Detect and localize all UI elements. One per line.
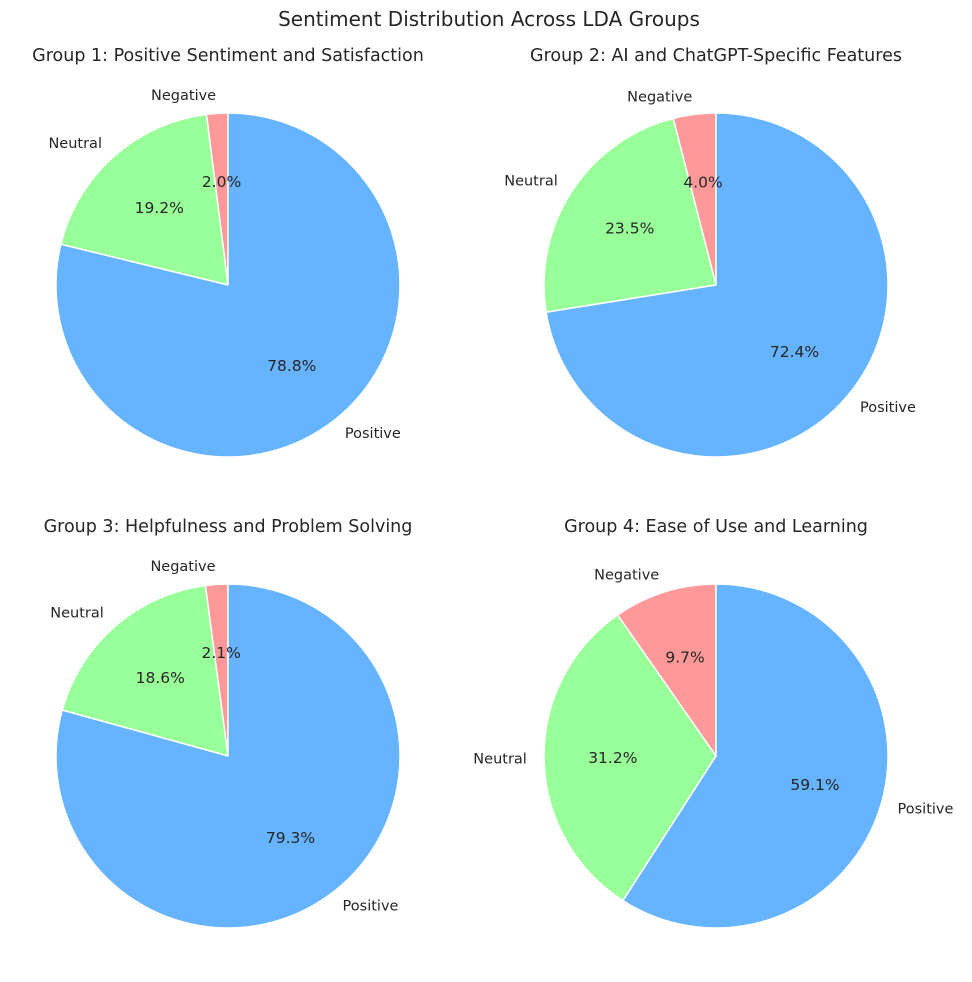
slice-percent-neutral-group-4: 31.2%	[588, 749, 637, 767]
slice-label-negative-group-1: Negative	[151, 88, 216, 104]
slice-percent-negative-group-2: 4.0%	[683, 174, 722, 192]
figure-title: Sentiment Distribution Across LDA Groups	[278, 7, 700, 31]
slice-label-positive-group-4: Positive	[898, 801, 954, 817]
pie-slice-neutral-group-1	[60, 113, 229, 286]
pie-slice-positive-group-1	[55, 112, 401, 458]
slice-percent-negative-group-3: 2.1%	[202, 644, 241, 662]
pie-slice-neutral-group-4	[543, 614, 717, 902]
slice-percent-positive-group-2: 72.4%	[770, 343, 819, 361]
slice-percent-positive-group-4: 59.1%	[790, 776, 839, 794]
slice-label-negative-group-2: Negative	[627, 89, 692, 105]
pie-chart-group-1: Group 1: Positive Sentiment and Satisfac…	[32, 46, 424, 458]
slice-label-positive-group-2: Positive	[860, 400, 916, 416]
pie-slice-neutral-group-2	[543, 117, 717, 313]
pie-chart-group-3: Group 3: Helpfulness and Problem Solving…	[44, 517, 413, 929]
pie-title-group-4: Group 4: Ease of Use and Learning	[564, 517, 868, 537]
pie-slice-positive-group-2	[545, 112, 889, 458]
slice-percent-neutral-group-2: 23.5%	[605, 219, 654, 237]
pie-chart-group-4: Group 4: Ease of Use and Learning Negati…	[473, 517, 954, 929]
pie-title-group-1: Group 1: Positive Sentiment and Satisfac…	[32, 46, 424, 66]
slice-label-neutral-group-1: Neutral	[48, 136, 102, 152]
slice-percent-neutral-group-3: 18.6%	[136, 669, 185, 687]
slice-percent-negative-group-1: 2.0%	[202, 173, 241, 191]
slice-percent-negative-group-4: 9.7%	[665, 649, 704, 667]
slice-label-positive-group-1: Positive	[345, 426, 401, 442]
slice-percent-positive-group-1: 78.8%	[267, 357, 316, 375]
pie-slice-neutral-group-3	[61, 584, 229, 757]
pie-slice-positive-group-4	[622, 583, 889, 929]
pie-slice-positive-group-3	[55, 583, 401, 929]
pie-slice-negative-group-4	[616, 583, 717, 757]
slice-label-positive-group-3: Positive	[343, 899, 399, 915]
slice-percent-neutral-group-1: 19.2%	[135, 199, 184, 217]
slice-label-neutral-group-3: Neutral	[50, 605, 104, 621]
slice-label-neutral-group-4: Neutral	[473, 752, 527, 768]
pie-title-group-2: Group 2: AI and ChatGPT-Specific Feature…	[530, 46, 902, 66]
slice-label-negative-group-3: Negative	[150, 559, 215, 575]
slice-percent-positive-group-3: 79.3%	[266, 829, 315, 847]
slice-label-negative-group-4: Negative	[594, 568, 659, 584]
pie-title-group-3: Group 3: Helpfulness and Problem Solving	[44, 517, 413, 537]
pie-chart-group-2: Group 2: AI and ChatGPT-Specific Feature…	[504, 46, 916, 458]
slice-label-neutral-group-2: Neutral	[504, 173, 558, 189]
